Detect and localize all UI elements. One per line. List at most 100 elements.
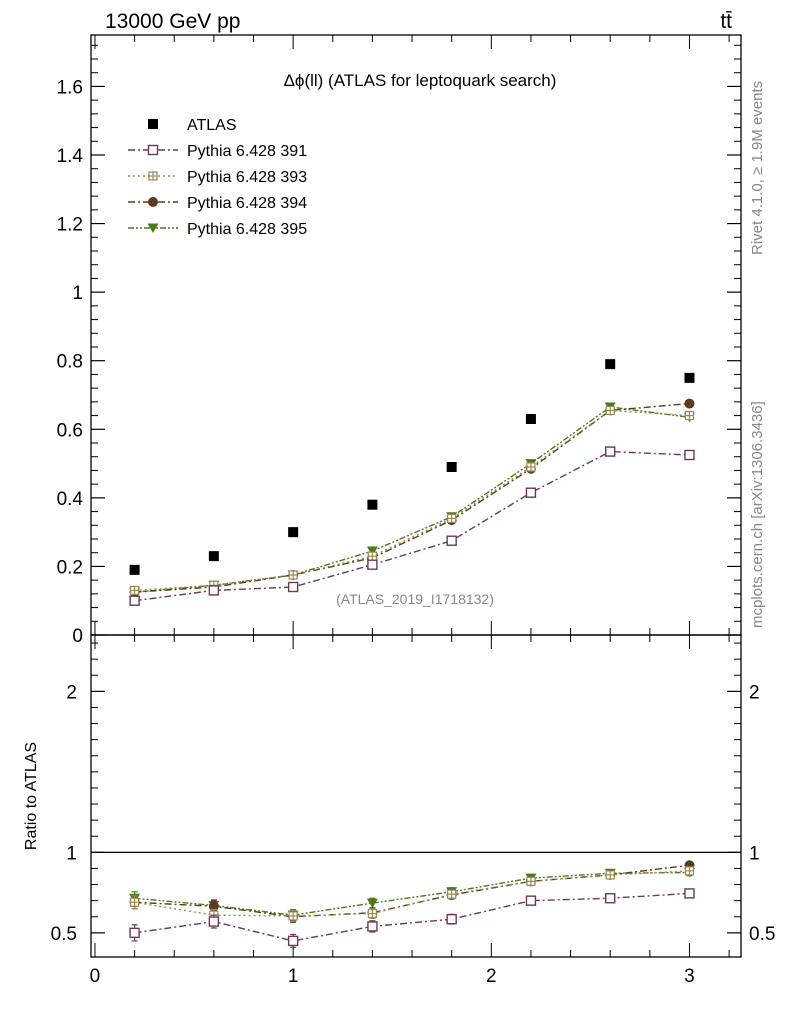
ratio-y-tick-label-right: 0.5 [749, 924, 775, 945]
legend-label: ATLAS [187, 117, 237, 134]
data-point [446, 462, 457, 472]
ratio-y-tick-label-right: 1 [749, 843, 760, 864]
legend-marker [148, 119, 158, 129]
ratio-point [129, 897, 140, 907]
ratio-y-tick-label: 1 [66, 843, 77, 864]
y-tick-label: 1.6 [57, 77, 83, 98]
y-tick-label: 1 [72, 283, 83, 304]
legend-marker [147, 144, 159, 156]
series-line [134, 406, 690, 593]
series-line [134, 409, 690, 592]
data-point [367, 559, 378, 570]
data-point [367, 499, 378, 510]
legend: ATLAS Pythia 6.428 391 Pythia 6.428 393 Pyt… [128, 117, 307, 238]
series-pythia-6-428-395 [129, 402, 695, 598]
ratio-series-line [134, 871, 690, 916]
y-tick-label: 1.4 [57, 146, 84, 167]
y-tick-label: 0 [72, 626, 83, 647]
x-tick-label: 1 [288, 966, 299, 987]
data-point [684, 449, 695, 461]
y-tick-label: 0.6 [57, 420, 83, 441]
ratio-frame [90, 634, 742, 958]
ratio-axis-ticks: 0.5 0.5 1 1 2 2 0 1 2 3 [51, 635, 775, 987]
data-point [684, 398, 695, 409]
ratio-point [288, 911, 298, 921]
data-point [366, 546, 378, 556]
legend-item: Pythia 6.428 394 [128, 195, 307, 212]
ratio-panel: 0.5 0.5 1 1 2 2 0 1 2 3 Ratio to ATLAS [23, 634, 775, 987]
data-point [605, 359, 616, 370]
ratio-point [525, 895, 537, 906]
data-point [447, 513, 457, 524]
y-tick-label: 0.2 [57, 557, 83, 578]
legend-item: Pythia 6.428 395 [128, 221, 307, 238]
ratio-point [684, 866, 695, 876]
data-point [446, 535, 457, 546]
ratio-point [447, 889, 457, 899]
data-point [525, 487, 537, 498]
ratio-series-pythia-6-428-393 [129, 866, 695, 923]
main-panel: 0 0.2 0.4 0.6 0.8 1 1.2 1.4 1.6 Δϕ(ll) (ATLAS fo… [57, 34, 742, 647]
data-point [605, 446, 616, 457]
data-point [526, 462, 536, 472]
ratio-point [526, 876, 536, 886]
x-tick-label: 3 [684, 966, 695, 987]
x-tick-label: 2 [486, 966, 497, 987]
ratio-series [129, 860, 695, 948]
ratio-series-pythia-6-428-391 [129, 888, 695, 948]
y-tick-label: 1.2 [57, 215, 83, 236]
legend-marker [148, 197, 158, 207]
ratio-point [684, 888, 695, 899]
series-pythia-6-428-391 [129, 446, 695, 606]
ratio-y-tick-label-right: 2 [749, 682, 760, 703]
ratio-ylabel: Ratio to ATLAS [23, 742, 40, 850]
series-line [134, 450, 690, 602]
data-point [208, 585, 220, 596]
ratio-point [208, 916, 220, 927]
ratio-point [287, 935, 299, 947]
data-point [367, 551, 378, 561]
ratio-y-tick-label: 0.5 [51, 924, 77, 945]
ratio-point [129, 927, 140, 939]
data-point [525, 414, 536, 424]
data-point [684, 410, 695, 421]
legend-label: Pythia 6.428 394 [187, 195, 307, 212]
ratio-point [367, 908, 378, 919]
legend-item: Pythia 6.428 391 [128, 143, 307, 160]
analysis-tag: (ATLAS_2019_I1718132) [336, 591, 494, 607]
ratio-point [446, 913, 457, 925]
chart-title: Δϕ(ll) (ATLAS for leptoquark search) [284, 71, 557, 90]
data-point [129, 595, 140, 606]
ratio-point [367, 921, 378, 932]
data-point [684, 372, 695, 383]
data-point [208, 551, 219, 562]
data-point [605, 405, 615, 416]
series-pythia-6-428-393 [129, 405, 695, 596]
main-axis-ticks: 0 0.2 0.4 0.6 0.8 1 1.2 1.4 1.6 [57, 35, 741, 647]
ratio-series-line [134, 892, 690, 942]
ratio-point [366, 898, 378, 909]
ratio-point [605, 893, 616, 904]
mcplots-label: mcplots.cern.ch [arXiv:1306.3436] [749, 401, 766, 628]
legend-marker [147, 223, 159, 233]
legend-marker [148, 171, 158, 181]
y-tick-label: 0.8 [57, 352, 83, 373]
ratio-point [605, 870, 615, 880]
series-atlas [129, 359, 695, 575]
data-point [288, 527, 299, 538]
energy-label: 13000 GeV pp [105, 10, 240, 33]
legend-label: Pythia 6.428 391 [187, 143, 307, 160]
data-point [129, 564, 140, 575]
legend-item: Pythia 6.428 393 [128, 169, 307, 186]
ratio-point [208, 901, 219, 912]
main-series [129, 359, 695, 606]
legend-label: Pythia 6.428 393 [187, 169, 307, 186]
ratio-series-line [134, 864, 690, 918]
series-pythia-6-428-394 [129, 398, 695, 598]
process-label: tt̄ [720, 10, 732, 33]
data-point [129, 585, 140, 596]
rivet-label: Rivet 4.1.0, ≥ 1.9M events [749, 81, 766, 255]
data-point [287, 581, 299, 593]
y-tick-label: 0.4 [57, 489, 84, 510]
